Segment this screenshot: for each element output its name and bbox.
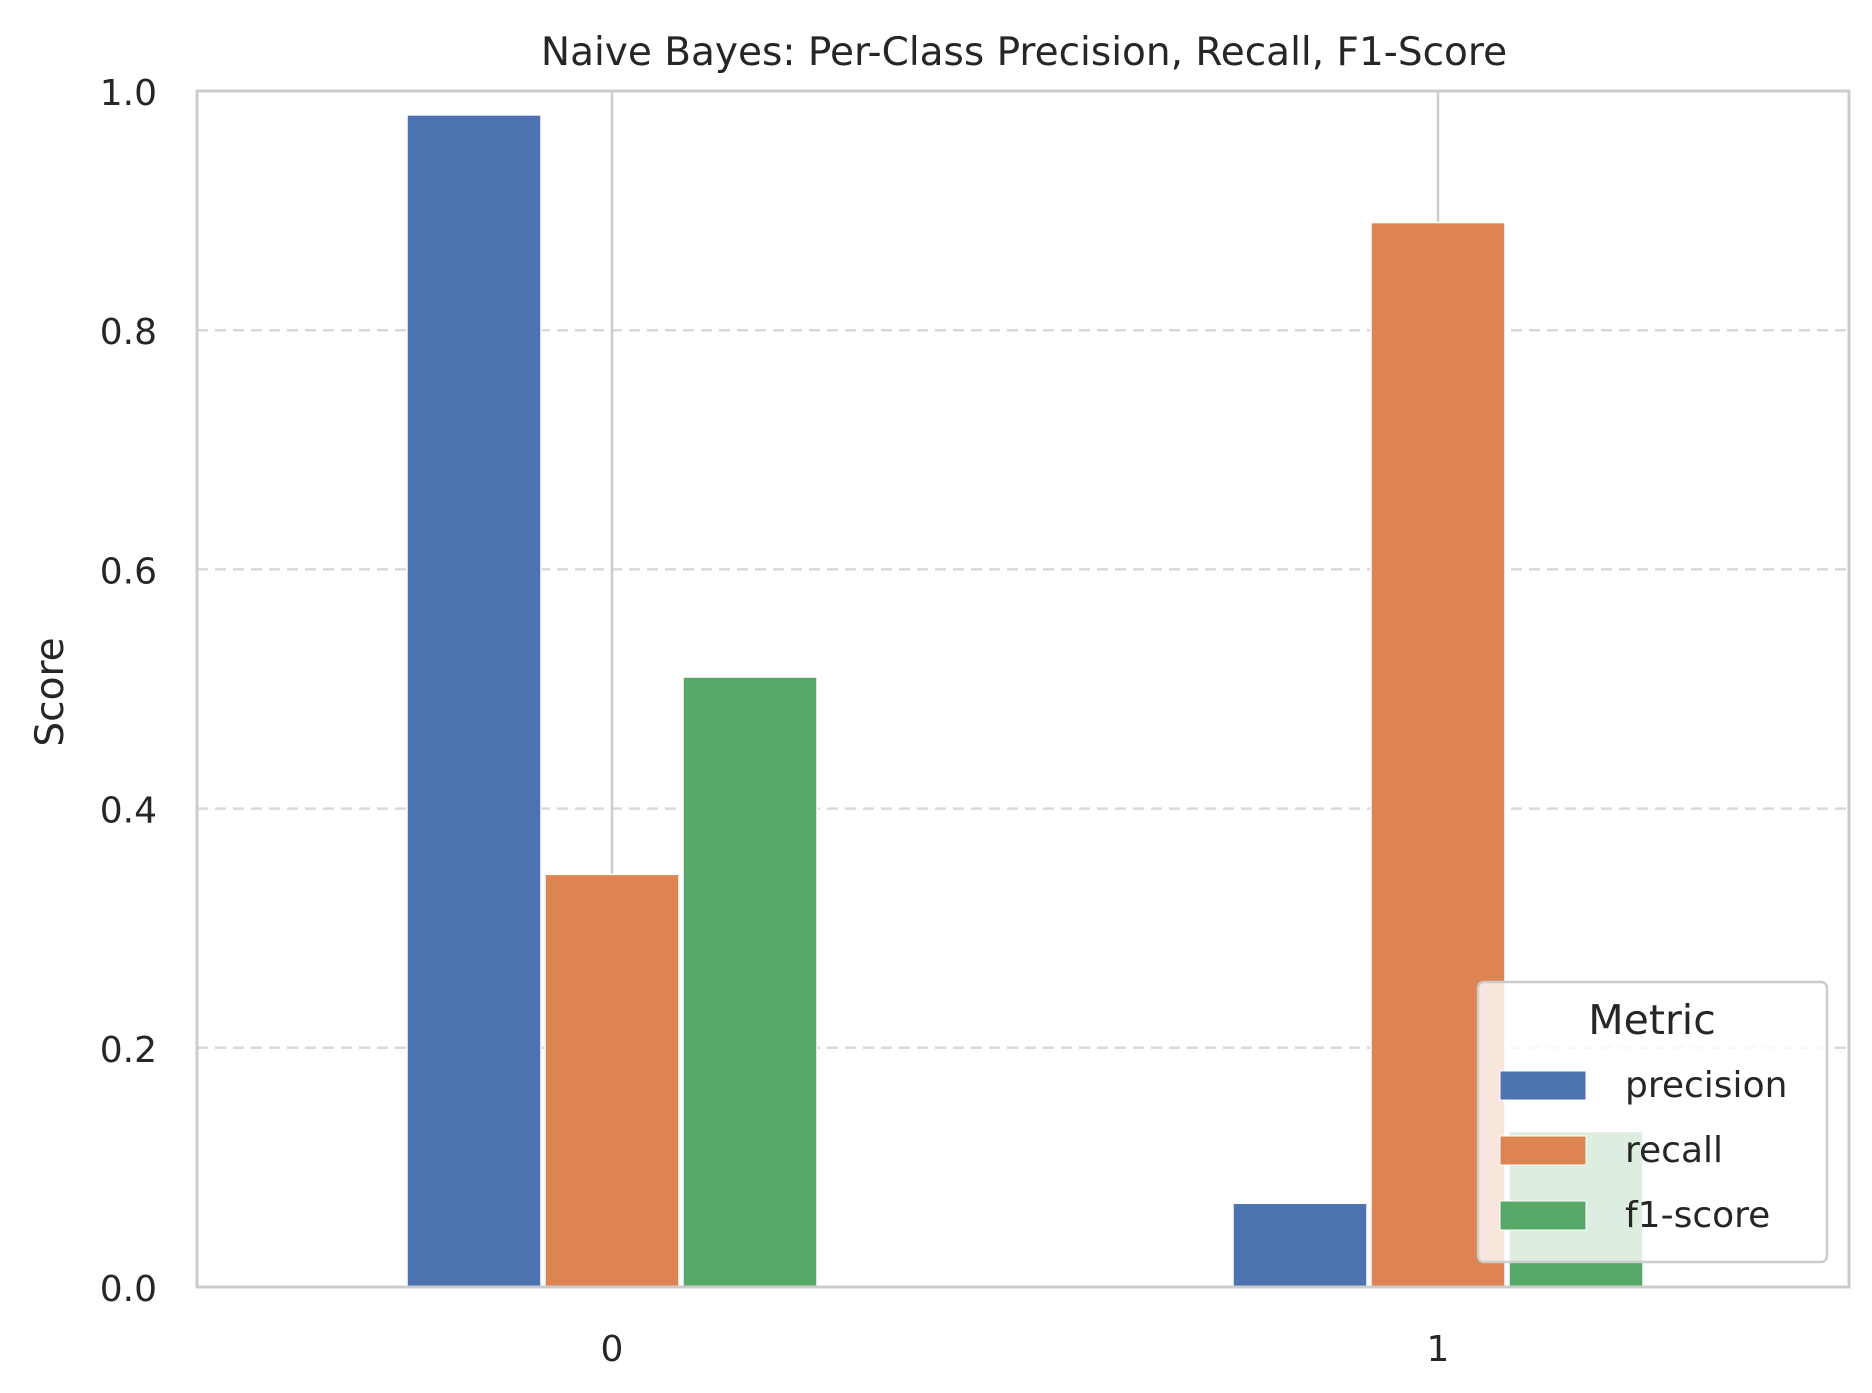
plot-frame: [195, 89, 1851, 1289]
legend-label-precision: precision: [1625, 1065, 1787, 1106]
legend-swatch-f1-score: [1499, 1200, 1587, 1231]
legend-title: Metric: [1588, 996, 1715, 1044]
legend-label-f1-score: f1-score: [1625, 1195, 1770, 1236]
legend: Metric precision recall f1-score: [1476, 980, 1829, 1264]
y-tick-label: 1.0: [100, 73, 157, 114]
x-tick-label: 0: [601, 1329, 624, 1370]
chart-title: Naive Bayes: Per-Class Precision, Recall…: [541, 30, 1507, 75]
y-tick-label: 0.0: [100, 1269, 157, 1310]
y-tick-label: 0.8: [100, 312, 157, 353]
legend-label-recall: recall: [1625, 1130, 1723, 1171]
legend-swatch-recall: [1499, 1135, 1587, 1166]
y-tick-label: 0.4: [100, 791, 157, 832]
y-axis-label: Score: [28, 637, 73, 746]
y-tick-label: 0.2: [100, 1030, 157, 1071]
bars: [406, 114, 1644, 1288]
bar-f1-score-class-0: [682, 676, 818, 1288]
legend-entries: precision recall f1-score: [1499, 1065, 1787, 1236]
bar-precision-class-1: [1232, 1202, 1368, 1288]
legend-swatch-precision: [1499, 1070, 1587, 1101]
bar-recall-class-0: [544, 873, 680, 1288]
y-tick-label: 0.6: [100, 551, 157, 592]
x-tick-label: 1: [1427, 1329, 1450, 1370]
y-axis-ticks: 0.0 0.2 0.4 0.6 0.8 1.0: [100, 73, 157, 1310]
legend-box: [1476, 980, 1829, 1264]
bar-precision-class-0: [406, 114, 542, 1288]
